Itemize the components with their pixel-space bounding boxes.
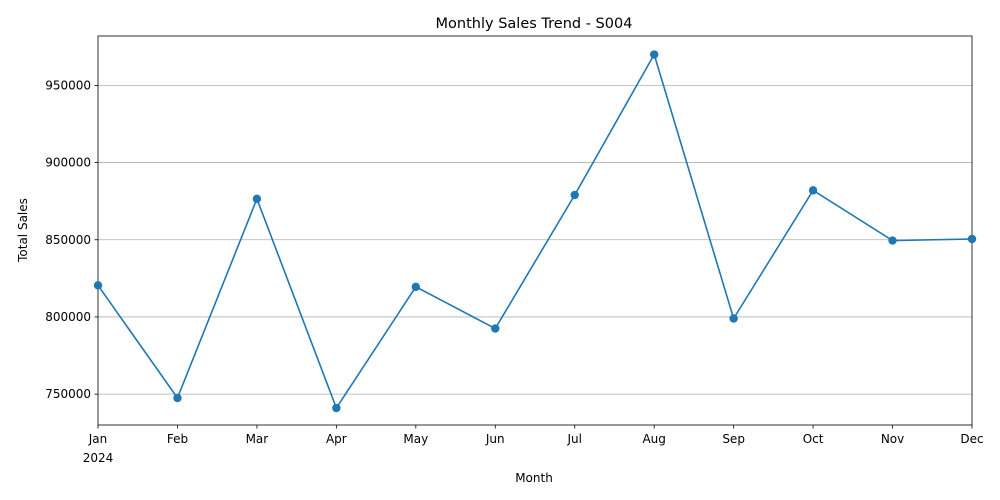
x-axis-label: Month [515,471,553,485]
chart-title: Monthly Sales Trend - S004 [436,16,633,32]
x-tick-label: Apr [326,432,347,446]
y-axis-label: Total Sales [16,198,30,263]
y-tick-label: 950000 [45,78,91,92]
data-point [649,50,659,59]
data-point [93,281,103,290]
plot-area-frame [97,35,973,426]
x-tick-label: Feb [167,432,188,446]
y-tick-label: 800000 [45,310,91,324]
data-point [491,324,500,333]
data-point [570,190,579,200]
x-tick-label: May [403,432,428,446]
data-point [332,403,341,413]
y-tick-label: 900000 [45,156,91,170]
x-tick-label: Aug [642,432,665,446]
y-tick-label: 750000 [45,387,91,401]
gridlines [98,84,972,395]
series-line [97,52,973,410]
x-tick-label: Nov [881,432,904,446]
x-tick-label: Jun [485,432,505,446]
y-axis: 750000 800000 850000 900000 950000 [45,78,98,401]
data-point [252,194,262,204]
y-tick-label: 850000 [45,233,91,247]
x-tick-label: Jul [566,432,581,446]
x-tick-label: Dec [960,432,983,446]
data-point [888,236,897,245]
x-axis: Jan Feb Mar Apr May Jun Jul Aug Sep Oct Nov Dec 2024 [83,425,984,465]
series-layer [93,50,977,413]
x-tick-label: Oct [803,432,824,446]
x-tick-label: Sep [722,432,745,446]
x-tick-label: Mar [246,432,269,446]
data-point [729,314,738,323]
data-point [173,393,182,403]
data-point [808,186,818,195]
data-point [411,282,421,292]
x-tick-label: Jan [88,432,108,446]
x-tick-year-label: 2024 [83,451,114,465]
data-point [967,234,977,244]
